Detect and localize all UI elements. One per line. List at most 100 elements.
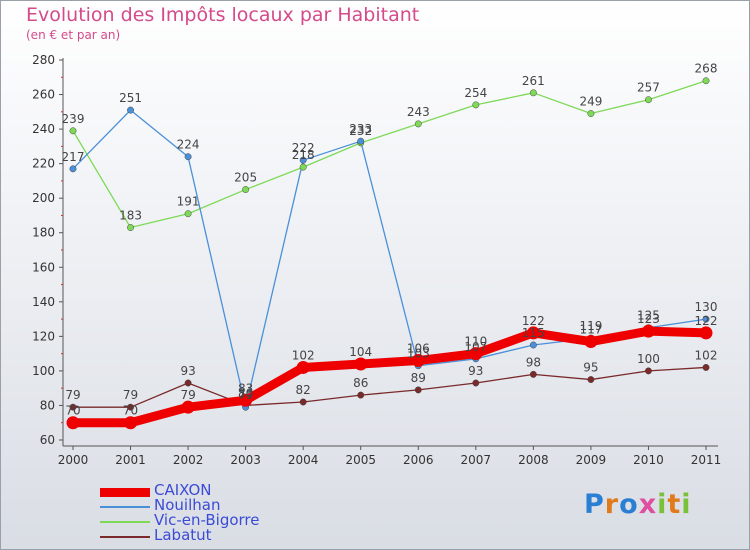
- x-tick-label: 2011: [691, 453, 722, 467]
- y-tick-label: 280: [32, 53, 55, 67]
- legend-label: CAIXON: [154, 481, 212, 499]
- chart-subtitle: (en € et par an): [26, 28, 121, 42]
- data-point: [357, 137, 365, 145]
- data-label: 102: [292, 348, 315, 362]
- data-label: 218: [292, 148, 315, 162]
- x-tick-label: 2004: [288, 453, 319, 467]
- data-point: [299, 398, 307, 406]
- data-label: 106: [407, 342, 430, 356]
- legend-swatch: [100, 536, 150, 538]
- data-point: [414, 386, 422, 394]
- data-label: 83: [238, 381, 253, 395]
- data-label: 80: [238, 386, 253, 400]
- y-tick-label: 220: [32, 157, 55, 171]
- legend-label: Vic-en-Bigorre: [154, 511, 260, 529]
- data-point: [645, 367, 652, 375]
- logo-letter: r: [604, 489, 620, 520]
- series-line-caixon: [68, 326, 711, 428]
- data-label: 119: [579, 319, 602, 333]
- data-point: [357, 391, 365, 399]
- data-point: [587, 110, 595, 117]
- logo-letter: x: [638, 489, 658, 520]
- data-point: [702, 364, 710, 371]
- data-label: 93: [180, 364, 195, 378]
- data-label: 222: [292, 141, 315, 155]
- data-label: 125: [637, 309, 660, 323]
- y-tick-label: 160: [32, 260, 55, 274]
- data-point: [127, 403, 134, 411]
- data-point: [127, 106, 134, 114]
- y-tick-label: 80: [40, 398, 55, 412]
- x-tick-label: 2009: [576, 453, 607, 467]
- x-tick-label: 2007: [461, 453, 492, 467]
- y-tick-label: 140: [32, 295, 55, 309]
- legend-swatch: [100, 521, 150, 523]
- data-label: 249: [579, 95, 602, 109]
- data-point: [469, 347, 483, 361]
- data-point: [299, 156, 307, 164]
- data-label: 70: [123, 404, 138, 418]
- y-tick-label: 60: [40, 433, 55, 447]
- data-label: 217: [62, 150, 85, 164]
- data-label: 104: [349, 345, 372, 359]
- data-label: 79: [180, 388, 195, 402]
- data-point: [66, 416, 80, 430]
- y-tick-label: 200: [32, 191, 55, 205]
- data-point: [69, 165, 77, 173]
- logo-letter: i: [657, 489, 668, 520]
- data-point: [414, 120, 422, 128]
- data-label: 79: [65, 388, 80, 402]
- data-point: [702, 315, 710, 323]
- x-tick-label: 2003: [230, 453, 261, 467]
- data-point: [239, 393, 253, 407]
- x-tick-label: 2001: [115, 453, 146, 467]
- x-tick-label: 2000: [58, 453, 89, 467]
- data-label: 251: [119, 91, 142, 105]
- data-point: [645, 96, 652, 104]
- data-label: 89: [411, 371, 426, 385]
- data-point: [69, 403, 77, 411]
- x-tick-label: 2010: [633, 453, 664, 467]
- series-line-labatut: [72, 366, 707, 408]
- data-label: 98: [526, 355, 541, 369]
- data-point: [472, 101, 480, 109]
- data-point: [354, 357, 368, 371]
- proxiti-logo: Proxiti: [584, 489, 692, 520]
- data-point: [529, 341, 537, 349]
- legend-label: Nouilhan: [154, 496, 221, 514]
- logo-letter: o: [619, 489, 639, 520]
- data-point: [587, 376, 595, 383]
- data-point: [641, 324, 655, 338]
- data-point: [127, 224, 134, 231]
- data-point: [181, 400, 195, 414]
- data-label: 86: [353, 376, 368, 390]
- logo-letter: i: [681, 489, 692, 520]
- data-point: [124, 416, 138, 430]
- data-label: 232: [349, 124, 372, 138]
- data-label: 117: [579, 323, 602, 337]
- data-label: 70: [65, 404, 80, 418]
- y-tick-label: 260: [32, 88, 55, 102]
- data-label: 95: [583, 361, 598, 375]
- x-tick-label: 2008: [518, 453, 549, 467]
- data-label: 191: [177, 195, 200, 209]
- y-tick-label: 120: [32, 329, 55, 343]
- data-label: 243: [407, 105, 430, 119]
- data-point: [584, 335, 598, 349]
- data-label: 122: [522, 314, 545, 328]
- y-tick-label: 100: [32, 364, 55, 378]
- series-line-vic-en-bigorre: [72, 80, 707, 229]
- x-tick-label: 2002: [173, 453, 204, 467]
- data-point: [184, 153, 192, 161]
- data-label: 79: [123, 388, 138, 402]
- data-point: [184, 210, 192, 218]
- data-label: 93: [468, 364, 483, 378]
- data-point: [242, 186, 250, 193]
- data-point: [472, 379, 480, 387]
- legend-label: Labatut: [154, 526, 212, 544]
- logo-letter: P: [584, 489, 605, 520]
- data-label: 257: [637, 81, 660, 95]
- data-label: 254: [464, 86, 487, 100]
- data-label: 103: [407, 347, 430, 361]
